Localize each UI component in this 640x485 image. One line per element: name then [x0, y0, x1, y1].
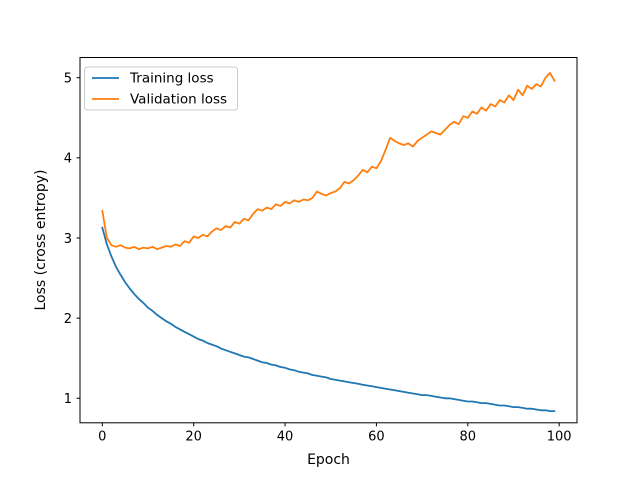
- legend-label-validation: Validation loss: [130, 92, 227, 108]
- legend: Training loss Validation loss: [84, 66, 238, 111]
- x-axis-label: Epoch: [307, 452, 350, 468]
- training-loss-line: [101, 226, 556, 413]
- x-tick-label: 0: [98, 429, 106, 444]
- x-tick-label: 60: [368, 429, 385, 444]
- y-tick-label: 3: [64, 232, 72, 247]
- axes-spines: [79, 57, 578, 424]
- x-tick-label: 100: [547, 429, 572, 444]
- y-axis-label: Loss (cross entropy): [33, 170, 49, 311]
- y-tick-label: 5: [64, 71, 72, 86]
- x-tick-label: 80: [460, 429, 477, 444]
- y-tick-label: 2: [64, 312, 72, 327]
- legend-box: [84, 66, 238, 111]
- x-tick-label: 20: [185, 429, 202, 444]
- legend-label-training: Training loss: [129, 71, 214, 87]
- y-tick-label: 1: [64, 392, 72, 407]
- x-tick-label: 40: [277, 429, 294, 444]
- y-tick-label: 4: [64, 152, 72, 167]
- validation-loss-line: [101, 72, 556, 251]
